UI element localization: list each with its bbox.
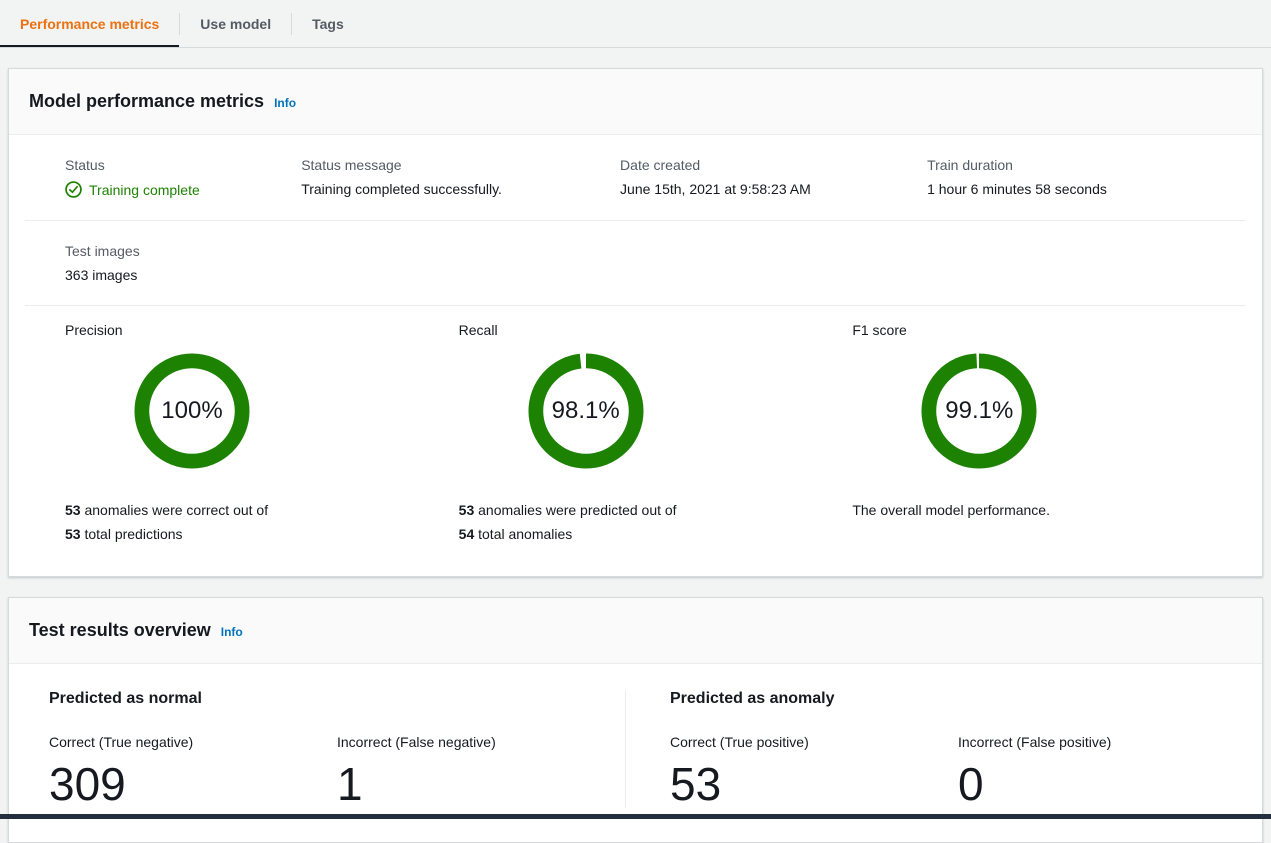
caption-line: 54 total anomalies	[458, 526, 573, 542]
test-images-field: Test images 363 images	[65, 243, 301, 283]
group-cells: Correct (True positive) 53 Incorrect (Fa…	[670, 734, 1246, 808]
card-title: Test results overview	[29, 620, 211, 640]
cell-label: Correct (True positive)	[670, 734, 809, 750]
tab-divider	[179, 12, 181, 35]
field-label: Status	[65, 157, 105, 173]
train-duration-field: Train duration 1 hour 6 minutes 58 secon…	[927, 157, 1246, 198]
precision-donut-chart: 100%	[133, 352, 251, 470]
check-circle-icon	[65, 181, 82, 198]
metric-caption: The overall model performance.	[852, 498, 1246, 522]
cell-label: Incorrect (False negative)	[337, 734, 496, 750]
donut-value-text: 99.1%	[945, 397, 1014, 424]
status-row: Status Training complete Status message …	[25, 135, 1246, 221]
tab-label: Tags	[312, 15, 344, 32]
tab-performance-metrics[interactable]: Performance metrics	[0, 0, 179, 47]
tab-divider	[291, 12, 293, 35]
field-label: Train duration	[927, 157, 1013, 173]
group-cells: Correct (True negative) 309 Incorrect (F…	[49, 734, 625, 808]
tab-label: Use model	[200, 15, 272, 32]
model-performance-card: Model performance metrics Info Status Tr…	[8, 68, 1263, 577]
caption-line: 53 anomalies were predicted out of	[458, 502, 677, 518]
f1-score-donut-chart: 99.1%	[920, 352, 1038, 470]
cell-label: Correct (True negative)	[49, 734, 194, 750]
metric-caption: 53 anomalies were correct out of 53 tota…	[65, 498, 459, 546]
cell-value: 0	[958, 758, 984, 810]
caption-line: The overall model performance.	[852, 502, 1050, 518]
info-link[interactable]: Info	[274, 96, 297, 110]
info-link[interactable]: Info	[220, 625, 243, 639]
predicted-as-anomaly-group: Predicted as anomaly Correct (True posit…	[625, 690, 1246, 808]
caption-line: 53 anomalies were correct out of	[65, 502, 269, 518]
status-message-field: Status message Training completed succes…	[301, 157, 620, 198]
tab-use-model[interactable]: Use model	[180, 0, 291, 47]
cell-label: Incorrect (False positive)	[958, 734, 1112, 750]
caption-line: 53 total predictions	[65, 526, 183, 542]
donut-value-text: 100%	[161, 397, 223, 424]
field-value: 363 images	[65, 267, 138, 283]
tab-bar: Performance metrics Use model Tags	[0, 0, 1271, 48]
field-value: 1 hour 6 minutes 58 seconds	[927, 181, 1107, 197]
cell-value: 309	[49, 758, 126, 810]
donut-value-text: 98.1%	[551, 397, 620, 424]
tab-tags[interactable]: Tags	[292, 0, 364, 47]
card-title: Model performance metrics	[29, 91, 265, 111]
precision-metric: Precision 100% 53 anomalies were correct…	[65, 322, 459, 546]
group-heading: Predicted as anomaly	[670, 690, 835, 707]
field-value: Training completed successfully.	[301, 181, 502, 197]
test-results-card-header: Test results overview Info	[9, 598, 1262, 664]
metric-caption: 53 anomalies were predicted out of 54 to…	[459, 498, 853, 546]
footer-bar	[0, 814, 1271, 819]
field-label: Test images	[65, 243, 140, 259]
predicted-as-normal-group: Predicted as normal Correct (True negati…	[49, 690, 625, 808]
recall-metric: Recall 98.1% 53 anomalies were predicted…	[459, 322, 853, 546]
f1-score-metric: F1 score 99.1% The overall model perform…	[852, 322, 1246, 546]
test-results-card: Test results overview Info Predicted as …	[8, 597, 1263, 843]
test-images-row: Test images 363 images	[25, 221, 1246, 306]
status-field: Status Training complete	[65, 157, 301, 198]
field-label: Date created	[620, 157, 701, 173]
metric-label: Precision	[65, 322, 123, 338]
field-label: Status message	[301, 157, 402, 173]
status-text: Training complete	[89, 181, 200, 198]
group-heading: Predicted as normal	[49, 690, 202, 707]
metric-label: Recall	[458, 322, 498, 338]
cell-value: 1	[337, 758, 363, 810]
false-negative-cell: Incorrect (False negative) 1	[337, 734, 625, 808]
date-created-field: Date created June 15th, 2021 at 9:58:23 …	[620, 157, 927, 198]
metrics-charts-row: Precision 100% 53 anomalies were correct…	[25, 306, 1246, 576]
tab-label: Performance metrics	[20, 15, 160, 32]
cell-value: 53	[670, 758, 722, 810]
model-performance-card-header: Model performance metrics Info	[9, 69, 1262, 135]
recall-donut-chart: 98.1%	[527, 352, 645, 470]
true-negative-cell: Correct (True negative) 309	[49, 734, 337, 808]
false-positive-cell: Incorrect (False positive) 0	[958, 734, 1246, 808]
status-value: Training complete	[65, 181, 301, 198]
model-performance-card-body: Status Training complete Status message …	[25, 135, 1246, 576]
metric-label: F1 score	[852, 322, 907, 338]
field-value: June 15th, 2021 at 9:58:23 AM	[620, 181, 811, 197]
test-results-body: Predicted as normal Correct (True negati…	[9, 664, 1262, 842]
true-positive-cell: Correct (True positive) 53	[670, 734, 958, 808]
